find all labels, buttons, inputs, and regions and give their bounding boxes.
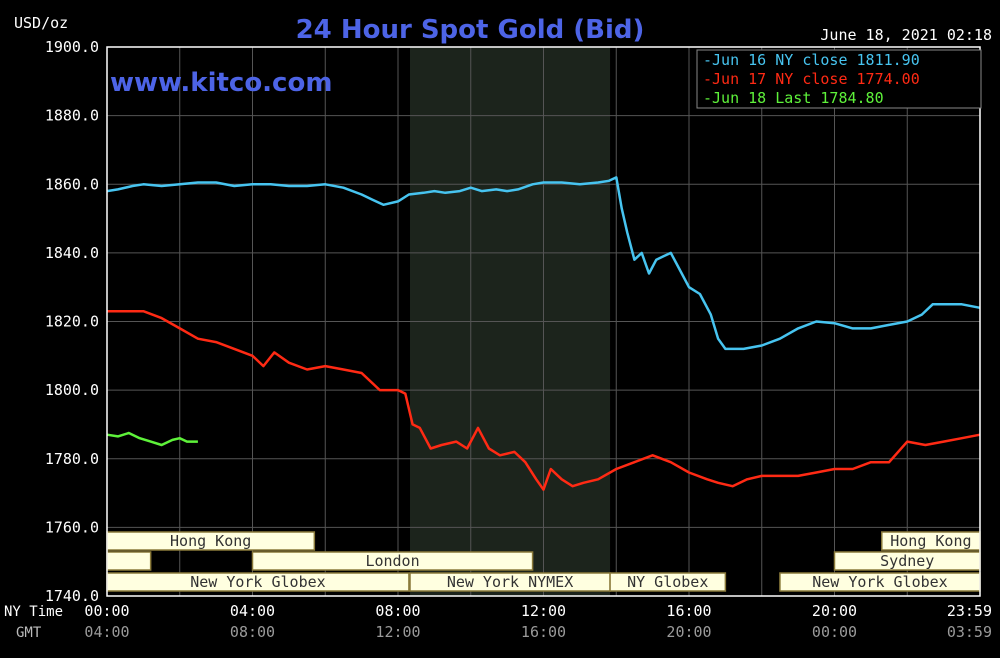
session-label: Hong Kong (170, 532, 251, 550)
y-tick-label: 1820.0 (45, 313, 99, 331)
session-bar: Sydney (833, 551, 981, 571)
price-series (106, 176, 981, 491)
x-tick-label: 08:00 (375, 602, 420, 620)
series-line (106, 176, 981, 351)
x-tick-label: 20:00 (812, 602, 857, 620)
y-tick-label: 1760.0 (45, 518, 99, 536)
legend-box (696, 49, 982, 109)
session-bar: Hong Kong (881, 531, 981, 551)
x-tick-label: 12:00 (521, 602, 566, 620)
y-unit-label: USD/oz (14, 14, 68, 32)
plot-frame (106, 46, 981, 597)
y-tick-label: 1840.0 (45, 244, 99, 262)
gmt-tick-label: 04:00 (84, 623, 129, 641)
legend-entry: -Jun 16 NY close 1811.90 (703, 51, 920, 69)
session-label: London (365, 552, 419, 570)
gmt-row-label: GMT (16, 625, 42, 641)
x-tick-label: 16:00 (666, 602, 711, 620)
session-bar: NY Globex (609, 572, 727, 592)
x-row-label: NY Time (4, 604, 63, 620)
session-bar: Hong Kong (106, 531, 316, 551)
gmt-axis-ticks: 04:00 08:00 12:00 16:00 20:00 00:00 03:59 (84, 623, 992, 641)
gmt-tick-label: 00:00 (812, 623, 857, 641)
watermark: www.kitco.com (110, 68, 332, 98)
session-label: Sydney (880, 552, 934, 570)
x-tick-label: 04:00 (230, 602, 275, 620)
session-label: New York Globex (812, 573, 947, 591)
x-tick-label: 00:00 (84, 602, 129, 620)
session-label: Hong Kong (890, 532, 971, 550)
y-tick-label: 1740.0 (45, 587, 99, 605)
market-sessions: Hong Kong Hong Kong London Sydney New York G… (106, 531, 981, 592)
session-bar-rect (609, 572, 727, 592)
timestamp: June 18, 2021 02:18 (820, 26, 992, 44)
legend-entry: -Jun 18 Last 1784.80 (703, 89, 884, 107)
session-bar: London (251, 551, 534, 571)
legend: -Jun 16 NY close 1811.90-Jun 17 NY close… (696, 49, 982, 109)
legend-entry: -Jun 17 NY close 1774.00 (703, 70, 920, 88)
grid-lines (106, 46, 981, 597)
series-line (106, 431, 198, 447)
series-line (107, 309, 981, 491)
session-bar (106, 551, 152, 571)
session-bar: New York Globex (106, 572, 410, 592)
gmt-tick-label: 16:00 (521, 623, 566, 641)
session-label: New York Globex (190, 573, 325, 591)
gmt-tick-label: 12:00 (375, 623, 420, 641)
session-label: New York NYMEX (447, 573, 573, 591)
y-tick-label: 1900.0 (45, 38, 99, 56)
x-tick-label: 23:59 (947, 602, 992, 620)
x-axis-ticks: 00:00 04:00 08:00 12:00 16:00 20:00 23:59 (84, 602, 992, 620)
session-bar-rect (251, 551, 534, 571)
session-bar: New York Globex (779, 572, 981, 592)
y-tick-label: 1800.0 (45, 381, 99, 399)
y-axis-ticks: 1900.0 1880.0 1860.0 1840.0 1820.0 1800.0 1780… (45, 38, 99, 605)
y-tick-label: 1780.0 (45, 450, 99, 468)
gmt-tick-label: 20:00 (666, 623, 711, 641)
chart-title: 24 Hour Spot Gold (Bid) (296, 15, 645, 45)
session-bar-rect (106, 551, 152, 571)
y-tick-label: 1880.0 (45, 107, 99, 125)
y-tick-label: 1860.0 (45, 175, 99, 193)
session-bar: New York NYMEX (409, 572, 611, 592)
gmt-tick-label: 08:00 (230, 623, 275, 641)
gmt-tick-label: 03:59 (947, 623, 992, 641)
session-label: NY Globex (627, 573, 708, 591)
